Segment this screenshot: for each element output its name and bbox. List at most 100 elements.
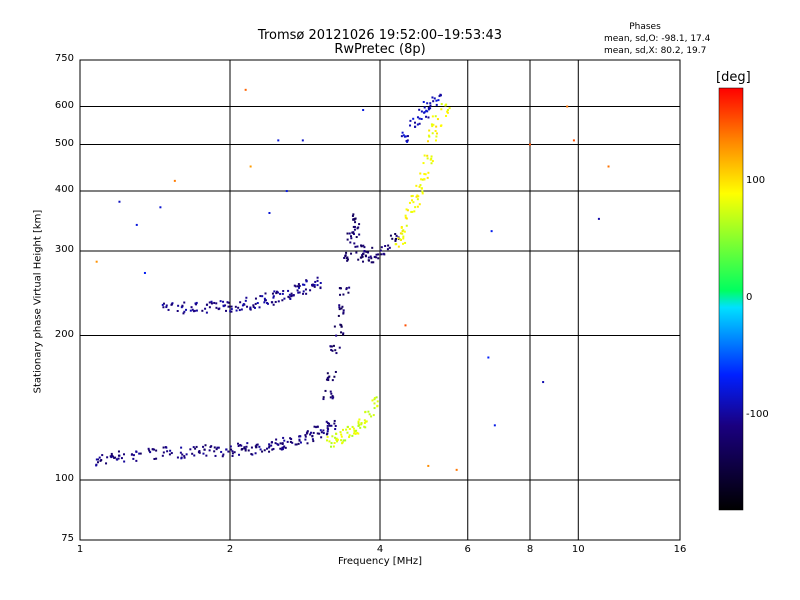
data-point <box>446 109 449 112</box>
data-point <box>329 390 332 393</box>
data-point <box>319 286 322 289</box>
y-tick-label: 300 <box>54 244 74 255</box>
data-point <box>361 254 364 257</box>
data-point <box>195 303 198 306</box>
data-point <box>237 306 240 309</box>
data-point <box>434 115 437 118</box>
data-point <box>179 451 182 454</box>
data-point <box>254 302 257 305</box>
data-point <box>410 195 413 198</box>
data-point <box>162 306 165 309</box>
data-point <box>435 99 438 102</box>
data-point <box>290 294 293 297</box>
data-point <box>177 304 180 307</box>
data-point <box>225 448 228 451</box>
data-point <box>336 440 339 443</box>
data-point <box>117 457 120 460</box>
data-point <box>183 310 186 313</box>
data-point <box>294 443 297 446</box>
data-point <box>435 135 438 138</box>
data-point <box>176 456 179 459</box>
data-point <box>362 244 365 247</box>
data-point <box>246 442 249 445</box>
data-point <box>164 446 167 449</box>
data-point <box>330 345 333 348</box>
data-point <box>261 450 264 453</box>
y-tick-label: 750 <box>54 53 74 64</box>
data-point <box>170 303 173 306</box>
data-point <box>353 432 356 435</box>
data-point <box>281 292 284 295</box>
data-point <box>426 157 429 160</box>
data-point <box>357 424 360 427</box>
data-point <box>181 453 184 456</box>
data-point <box>420 110 423 113</box>
data-point <box>110 452 113 455</box>
data-point <box>380 253 383 256</box>
data-point <box>271 448 274 451</box>
data-point <box>222 305 225 308</box>
data-point <box>338 287 341 290</box>
data-point <box>339 431 342 434</box>
data-point <box>277 139 280 142</box>
data-point <box>272 295 275 298</box>
data-point <box>415 184 418 187</box>
data-point <box>165 304 168 307</box>
data-point <box>440 103 443 106</box>
data-point <box>254 297 257 300</box>
data-point <box>149 451 152 454</box>
data-point <box>357 258 360 261</box>
data-point <box>132 454 135 457</box>
data-point <box>287 289 290 292</box>
data-point <box>95 458 98 461</box>
y-tick-label: 600 <box>54 99 74 111</box>
data-point <box>329 445 332 448</box>
data-point <box>249 306 252 309</box>
data-point <box>319 282 322 285</box>
data-point <box>333 375 336 378</box>
data-point <box>493 424 496 427</box>
x-tick-label: 8 <box>526 544 534 555</box>
data-point <box>361 255 364 258</box>
data-point <box>373 402 376 405</box>
data-point <box>334 349 337 352</box>
data-point <box>331 397 334 400</box>
data-point <box>404 324 407 327</box>
data-point <box>338 346 341 349</box>
data-point <box>280 448 283 451</box>
data-point <box>311 284 314 287</box>
data-point <box>348 434 351 437</box>
data-point <box>240 444 243 447</box>
data-point <box>394 232 397 235</box>
data-point <box>487 356 490 359</box>
data-point <box>135 459 138 462</box>
data-point <box>387 244 390 247</box>
data-point <box>354 432 357 435</box>
data-point <box>430 123 433 126</box>
x-tick-label: 6 <box>464 544 471 555</box>
data-point <box>326 422 329 425</box>
data-point <box>210 300 213 303</box>
data-point <box>432 123 435 126</box>
data-point <box>342 309 345 312</box>
data-point <box>227 305 230 308</box>
data-point <box>297 291 300 294</box>
data-point <box>346 232 349 235</box>
data-point <box>191 452 194 455</box>
data-point <box>358 418 361 421</box>
data-point <box>234 305 237 308</box>
data-point <box>110 454 113 457</box>
data-point <box>363 250 366 253</box>
data-point <box>302 290 305 293</box>
data-point <box>277 300 280 303</box>
data-point <box>252 304 255 307</box>
data-point <box>244 88 247 91</box>
data-point <box>266 447 269 450</box>
data-point <box>264 299 267 302</box>
data-point <box>237 445 240 448</box>
data-point <box>275 290 278 293</box>
data-point <box>288 296 291 299</box>
data-point <box>350 237 353 240</box>
data-point <box>439 93 442 96</box>
data-point <box>274 442 277 445</box>
